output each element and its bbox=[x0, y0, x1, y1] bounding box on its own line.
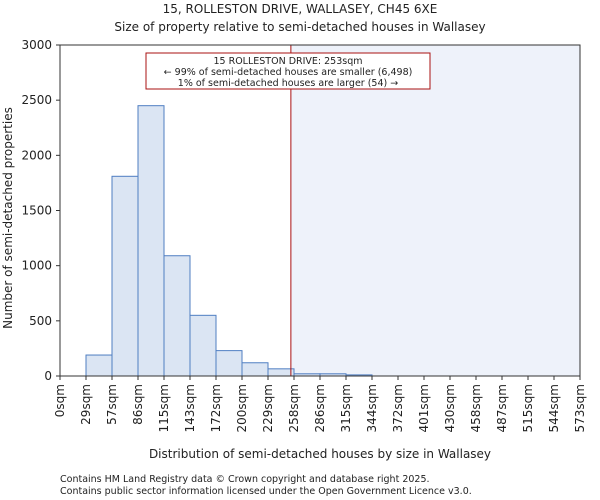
y-tick-label: 0 bbox=[44, 369, 52, 383]
x-tick-label: 487sqm bbox=[495, 384, 509, 432]
x-tick-label: 172sqm bbox=[209, 384, 223, 432]
bar-29sqm bbox=[85, 354, 113, 377]
x-tick-label: 315sqm bbox=[339, 384, 353, 432]
x-tick-label: 344sqm bbox=[365, 384, 379, 432]
x-tick-label: 86sqm bbox=[131, 384, 145, 425]
x-tick-label: 200sqm bbox=[235, 384, 249, 432]
x-tick-label: 515sqm bbox=[521, 384, 535, 432]
y-tick-label: 1500 bbox=[21, 204, 52, 218]
x-tick-label: 430sqm bbox=[443, 384, 457, 432]
bar-series bbox=[85, 105, 373, 377]
x-tick-label: 0sqm bbox=[53, 384, 67, 417]
y-tick-label: 2000 bbox=[21, 148, 52, 162]
annotation-line-2: ← 99% of semi-detached houses are smalle… bbox=[164, 67, 413, 78]
x-tick-label: 544sqm bbox=[547, 384, 561, 432]
y-tick-label: 2500 bbox=[21, 93, 52, 107]
x-tick-label: 29sqm bbox=[79, 384, 93, 425]
x-axis-label: Distribution of semi-detached houses by … bbox=[149, 447, 491, 461]
annotation-frame bbox=[145, 52, 431, 90]
annotation-line-1: 15 ROLLESTON DRIVE: 253sqm bbox=[213, 56, 362, 67]
x-tick-label: 401sqm bbox=[417, 384, 431, 432]
bar-115sqm bbox=[163, 255, 191, 377]
bar-86sqm bbox=[137, 105, 165, 377]
x-tick-label: 57sqm bbox=[105, 384, 119, 425]
x-tick-label: 143sqm bbox=[183, 384, 197, 432]
x-tick-label: 229sqm bbox=[261, 384, 275, 432]
chart-subtitle: Size of property relative to semi-detach… bbox=[114, 20, 485, 34]
bar-229sqm bbox=[267, 368, 295, 377]
footer-line-1: Contains HM Land Registry data © Crown c… bbox=[60, 474, 430, 485]
x-tick-label: 573sqm bbox=[573, 384, 587, 432]
annotation-box: 15 ROLLESTON DRIVE: 253sqm ← 99% of semi… bbox=[145, 52, 431, 90]
y-tick-label: 500 bbox=[29, 314, 52, 328]
x-axis-ticks: 0sqm 29sqm 57sqm 86sqm 115sqm 143sqm 172sqm 200… bbox=[53, 376, 587, 432]
x-tick-label: 258sqm bbox=[287, 384, 301, 432]
x-tick-label: 372sqm bbox=[391, 384, 405, 432]
larger-region-shade bbox=[290, 45, 580, 376]
x-tick-label: 115sqm bbox=[157, 384, 171, 432]
chart-title: 15, ROLLESTON DRIVE, WALLASEY, CH45 6XE bbox=[163, 2, 438, 16]
bar-57sqm bbox=[111, 175, 139, 377]
x-tick-label: 286sqm bbox=[313, 384, 327, 432]
x-tick-label: 458sqm bbox=[469, 384, 483, 432]
footer-line-2: Contains public sector information licen… bbox=[60, 486, 472, 497]
bar-143sqm bbox=[189, 314, 217, 377]
y-axis-label: Number of semi-detached properties bbox=[1, 107, 15, 329]
bar-172sqm bbox=[215, 350, 243, 377]
y-tick-label: 3000 bbox=[21, 38, 52, 52]
bar-200sqm bbox=[241, 362, 269, 377]
annotation-line-3: 1% of semi-detached houses are larger (5… bbox=[178, 78, 398, 89]
y-tick-label: 1000 bbox=[21, 259, 52, 273]
y-axis-ticks: 0 500 1000 1500 2000 2500 3000 bbox=[21, 38, 60, 383]
